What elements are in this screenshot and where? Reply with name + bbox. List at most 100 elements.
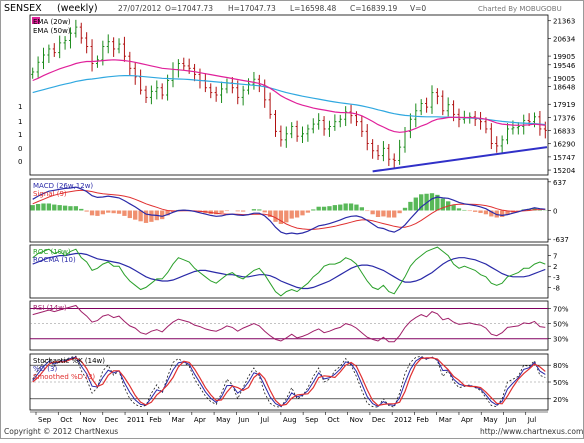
price-axis-tick-label: 15747 [553,154,575,162]
high-label: H=17047.73 [228,4,276,13]
x-axis-tick-label: Apr [461,416,473,424]
macd-axis-tick-label: 637 [553,179,566,187]
ema50-legend-label: EMA (50w) [33,27,71,35]
macd-histogram-bar [295,211,299,218]
left-axis-tick: 1 [18,103,22,111]
macd-histogram-bar [263,211,267,213]
macd-histogram-bar [365,211,369,212]
macd-histogram-bar [128,211,132,219]
macd-histogram-bar [58,205,62,210]
macd-histogram-bar [52,205,56,211]
low-label: L=16598.48 [290,4,336,13]
macd-histogram-bar [333,205,337,210]
x-axis-tick-label: Oct [60,416,72,424]
macd-histogram-bar [41,203,45,210]
macd-histogram-bar [149,211,153,222]
volume-label: V=0 [410,4,426,13]
macd-histogram-bar [144,211,148,223]
macd-histogram-bar [349,203,353,210]
x-axis-tick-label: Aug [283,416,297,424]
macd-histogram-bar [322,207,326,211]
roc-legend-label: ROC (10w) [33,248,71,256]
left-axis-tick: 0 [18,145,22,153]
macd-histogram-bar [106,211,110,213]
close-label: C=16839.19 [350,4,398,13]
x-axis-tick-label: Dec [105,416,119,424]
macd-histogram-bar [252,209,256,210]
period-label: (weekly) [57,3,98,14]
x-axis-tick-label: Jun [237,416,249,424]
macd-histogram-bar [473,211,477,212]
price-axis-tick-label: 16290 [553,141,575,149]
roc-axis-tick-label: 2 [553,263,557,271]
price-axis-tick-label: 19546 [553,62,576,70]
macd-histogram-bar [101,211,105,215]
macd-histogram-bar [74,206,78,210]
macd-histogram-bar [381,211,385,217]
macd-histogram-bar [95,211,99,216]
macd-histogram-bar [468,211,472,212]
x-axis-tick-label: Mar [439,416,452,424]
price-axis-tick-label: 16833 [553,128,575,136]
x-axis-tick-label: Jul [260,416,270,424]
indicator-panels: 2136320634199051954619005186481791917376… [30,15,576,424]
price-axis-tick-label: 19005 [553,75,575,83]
macd-histogram-bar [338,205,342,211]
stoch-smoothed-legend-label: Smoothed %D (3) [33,373,95,381]
macd-histogram-bar [306,211,310,213]
macd-histogram-bar [133,211,137,220]
rsi-axis-tick-label: 50% [553,321,569,329]
macd-histogram-bar [122,211,126,216]
macd-histogram-bar [457,208,461,210]
stoch-d-legend-label: %D (3) [33,365,57,373]
price-axis-tick-label: 18648 [553,84,575,92]
macd-histogram-bar [273,211,277,222]
macd-histogram-bar [414,198,418,211]
x-axis-tick-label: 2012 [394,416,412,424]
macd-histogram-bar [317,207,321,211]
rocma-legend-label: ROCMA (10) [33,256,76,264]
x-axis-tick-label: Jun [504,416,516,424]
left-axis-tick: 1 [18,131,22,139]
symbol-label: SENSEX [4,3,42,14]
price-axis-tick-label: 19905 [553,53,575,61]
macd-histogram-bar [63,206,67,211]
macd-histogram-bar [370,211,374,215]
macd-legend-label: MACD (26w,12w) [33,182,93,190]
macd-histogram-bar [284,211,288,223]
x-axis-tick-label: Oct [327,416,339,424]
price-axis-tick-label: 21363 [553,18,575,26]
x-axis-tick-label: Apr [194,416,206,424]
macd-histogram-bar [430,193,434,210]
macd-histogram-bar [111,211,115,214]
macd-histogram-bar [327,206,331,210]
macd-histogram-bar [478,211,482,213]
signal-legend-label: Signal (9) [33,190,67,198]
stoch-k-legend-label: Stochastic %K (14w) [33,357,105,365]
macd-histogram-bar [354,205,358,211]
x-axis-tick-label: Nov [83,416,97,424]
x-axis-tick-label: Jul [527,416,537,424]
x-axis-tick-label: Feb [149,416,162,424]
x-axis-tick-label: Dec [372,416,386,424]
left-axis-tick: 1 [18,118,22,126]
macd-histogram-bar [360,207,364,210]
charted-by-label: Charted By MOBUGOBU [478,5,562,13]
macd-histogram-bar [47,203,51,210]
macd-histogram-bar [68,206,72,210]
macd-histogram-bar [117,211,121,214]
x-axis-tick-label: Nov [350,416,364,424]
stoch-axis-tick-label: 80% [553,362,569,370]
rsi-axis-tick-label: 30% [553,336,569,344]
macd-axis-tick-label: -637 [553,236,569,244]
date-label: 27/07/2012 [118,4,161,13]
stoch-axis-tick-label: 50% [553,379,569,387]
macd-histogram-bar [392,211,396,218]
macd-histogram-bar [241,211,245,212]
macd-histogram-bar [257,209,261,210]
x-axis-tick-label: Sep [38,416,52,424]
ema20-legend-label: EMA (20w) [33,18,71,26]
macd-histogram-bar [408,202,412,211]
